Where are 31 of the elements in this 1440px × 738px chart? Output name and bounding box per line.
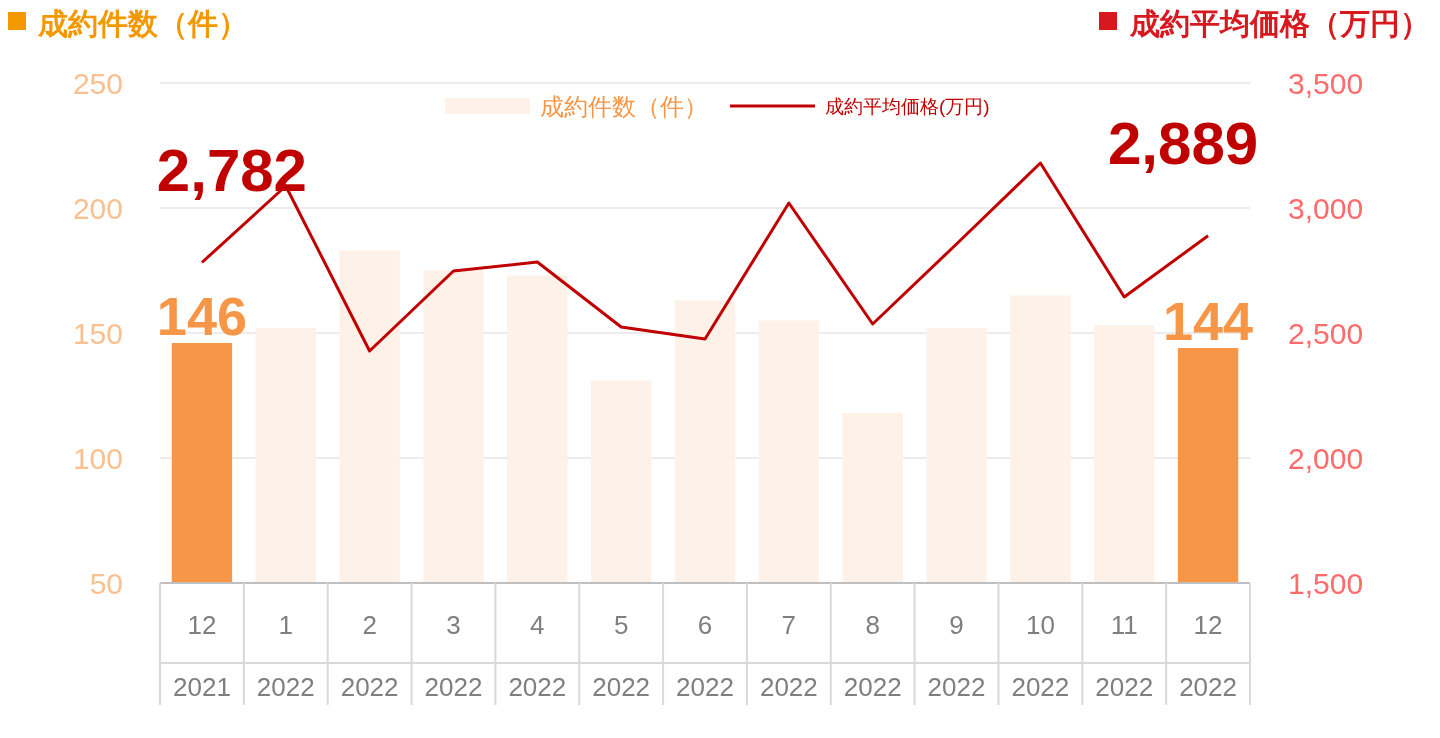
y-tick-label: 150 — [72, 317, 123, 350]
category-label: 6 2022 — [676, 610, 734, 702]
y2-tick-label: 3,000 — [1288, 192, 1364, 225]
category-label: 8 2022 — [843, 610, 902, 702]
legend-label: 成約件数（件） — [540, 93, 708, 120]
legend-label: 成約平均価格(万円) — [825, 96, 990, 117]
category-label: 11 2022 — [1095, 610, 1154, 702]
category-label: 9 2022 — [927, 610, 986, 702]
category-label: 12 2021 — [173, 610, 231, 702]
y-axis-title: 成約件数（件） — [37, 7, 248, 40]
category-label: 5 2022 — [592, 610, 651, 702]
y-tick-label: 100 — [72, 442, 123, 475]
y2-tick-label: 2,000 — [1288, 442, 1364, 475]
category-label: 2 2022 — [340, 610, 399, 702]
data-label: 144 — [1163, 291, 1254, 351]
category-label: 12 2022 — [1179, 610, 1237, 702]
y-tick-label: 50 — [89, 567, 123, 600]
data-label: 2,782 — [156, 136, 307, 204]
category-label: 4 2022 — [508, 610, 567, 702]
data-label: 2,889 — [1108, 109, 1259, 177]
y-tick-label: 250 — [72, 67, 123, 100]
y2-tick-label: 3,500 — [1288, 67, 1364, 100]
category-label: 7 2022 — [759, 610, 818, 702]
y-tick-label: 200 — [72, 192, 123, 225]
category-label: 3 2022 — [424, 610, 483, 702]
y2-tick-label: 1,500 — [1288, 567, 1364, 600]
category-label: 1 2022 — [256, 610, 315, 702]
y2-tick-label: 2,500 — [1288, 317, 1364, 350]
data-label: 146 — [156, 286, 247, 346]
category-label: 10 2022 — [1011, 610, 1070, 702]
y2-axis-title: 成約平均価格（万円） — [1129, 7, 1430, 40]
